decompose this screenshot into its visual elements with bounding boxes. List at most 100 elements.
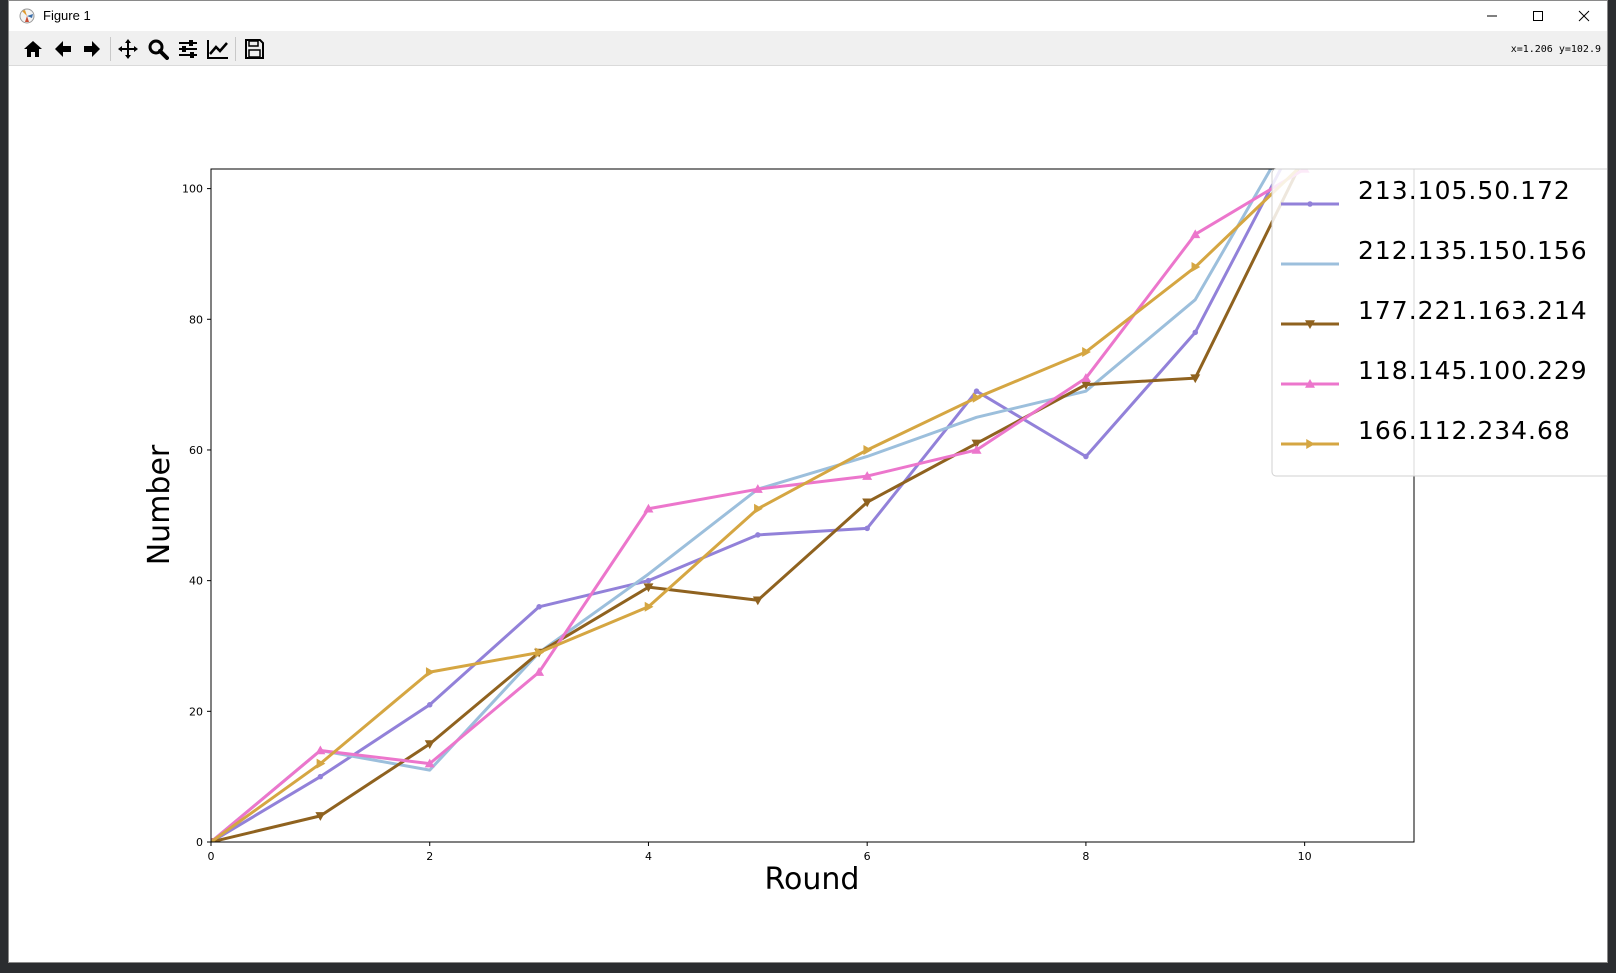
data-point — [317, 773, 324, 780]
zoom-icon — [148, 39, 169, 60]
data-point — [424, 758, 435, 768]
minimize-button[interactable] — [1469, 1, 1515, 31]
data-point — [643, 583, 654, 593]
data-point — [315, 745, 326, 755]
data-point — [1306, 439, 1315, 449]
x-tick-label: 10 — [1298, 850, 1312, 863]
minimize-icon — [1487, 15, 1497, 17]
zoom-button[interactable] — [145, 36, 171, 62]
axes-frame — [210, 168, 1415, 843]
legend-label: 177.221.163.214 — [1358, 296, 1588, 325]
series-3 — [211, 169, 1300, 842]
data-point — [1305, 320, 1315, 329]
legend-box — [1271, 168, 1607, 477]
configure-subplots-button[interactable] — [175, 36, 201, 62]
edit-axis-button[interactable] — [205, 36, 231, 62]
data-point — [862, 498, 873, 508]
x-tick-label: 0 — [208, 850, 215, 863]
data-point — [426, 702, 433, 708]
maximize-button[interactable] — [1515, 1, 1561, 31]
data-point — [1080, 380, 1091, 390]
data-point — [643, 503, 654, 513]
pan-icon — [118, 39, 138, 59]
legend-item: 177.221.163.214 — [1281, 296, 1588, 329]
data-point — [1191, 262, 1201, 273]
home-icon — [24, 41, 42, 57]
legend-label: 213.105.50.172 — [1358, 176, 1571, 205]
maximize-icon — [1533, 11, 1543, 21]
data-point — [973, 388, 980, 394]
close-button[interactable] — [1561, 1, 1607, 31]
data-point — [862, 471, 873, 480]
coordinate-readout: x=1.206 y=102.9 — [1510, 44, 1601, 55]
data-point — [1190, 374, 1201, 384]
series-5 — [211, 169, 1300, 842]
data-point — [752, 484, 763, 493]
figure-window: Figure 1 — [8, 0, 1608, 963]
pan-button[interactable] — [115, 36, 141, 62]
data-point — [211, 839, 216, 842]
data-point — [316, 758, 326, 769]
legend-label: 166.112.234.68 — [1358, 416, 1571, 445]
data-point — [864, 525, 870, 532]
figure-canvas[interactable]: 0 2 4 6 8 10 0 20 40 60 80 100 Round Number 213.105… — [9, 66, 1607, 962]
legend-item: 166.112.234.68 — [1281, 416, 1571, 449]
data-point — [535, 647, 545, 658]
data-point — [1302, 121, 1308, 127]
data-point — [644, 601, 654, 612]
y-tick-label: 80 — [189, 313, 203, 326]
y-tick-label: 20 — [189, 705, 203, 718]
data-point — [315, 812, 326, 821]
data-point — [1080, 373, 1091, 382]
window-title: Figure 1 — [43, 8, 91, 23]
series-4 — [211, 169, 1310, 842]
legend-item: 213.105.50.172 — [1281, 176, 1571, 207]
back-icon — [55, 41, 71, 57]
configure-subplots-icon — [179, 40, 197, 58]
data-point — [971, 439, 982, 449]
title-bar: Figure 1 — [9, 1, 1607, 31]
save-icon — [245, 39, 264, 59]
save-button[interactable] — [241, 36, 267, 62]
data-point — [1305, 379, 1315, 388]
y-axis-title: Number — [142, 444, 177, 565]
y-tick-label: 40 — [189, 575, 203, 588]
toolbar-separator — [110, 37, 111, 61]
close-icon — [1578, 10, 1590, 22]
data-point — [755, 532, 761, 538]
legend-label: 118.145.100.229 — [1358, 356, 1588, 385]
legend-item: 212.135.150.156 — [1281, 236, 1588, 266]
data-point — [972, 392, 982, 403]
x-tick-label: 8 — [1082, 850, 1089, 863]
back-button[interactable] — [50, 36, 76, 62]
y-tick-label: 60 — [189, 444, 203, 457]
data-point — [536, 604, 542, 610]
data-point — [645, 577, 652, 584]
data-point — [1192, 329, 1199, 336]
legend-item: 118.145.100.229 — [1281, 356, 1588, 388]
data-point — [1083, 453, 1089, 460]
data-point — [534, 667, 545, 676]
data-point — [754, 503, 763, 514]
data-point — [424, 740, 435, 749]
data-point — [1190, 229, 1201, 239]
x-tick-label: 4 — [645, 850, 652, 863]
edit-axis-icon — [207, 40, 228, 59]
legend: 213.105.50.172 212.135.150.156 177.221.163… — [1271, 168, 1607, 477]
data-point — [863, 444, 873, 455]
matplotlib-icon — [19, 8, 35, 24]
forward-icon — [84, 41, 100, 57]
data-point — [1307, 201, 1313, 207]
toolbar-separator — [235, 37, 236, 61]
forward-button[interactable] — [79, 36, 105, 62]
series-1 — [211, 121, 1308, 842]
x-tick-label: 6 — [864, 850, 871, 863]
legend-label: 212.135.150.156 — [1358, 236, 1588, 265]
background-taskbar — [0, 963, 1616, 973]
home-button[interactable] — [20, 36, 46, 62]
x-tick-label: 2 — [426, 850, 433, 863]
navigation-toolbar: x=1.206 y=102.9 — [9, 31, 1607, 66]
y-tick-label: 0 — [196, 836, 203, 849]
y-tick-label: 100 — [182, 183, 203, 196]
